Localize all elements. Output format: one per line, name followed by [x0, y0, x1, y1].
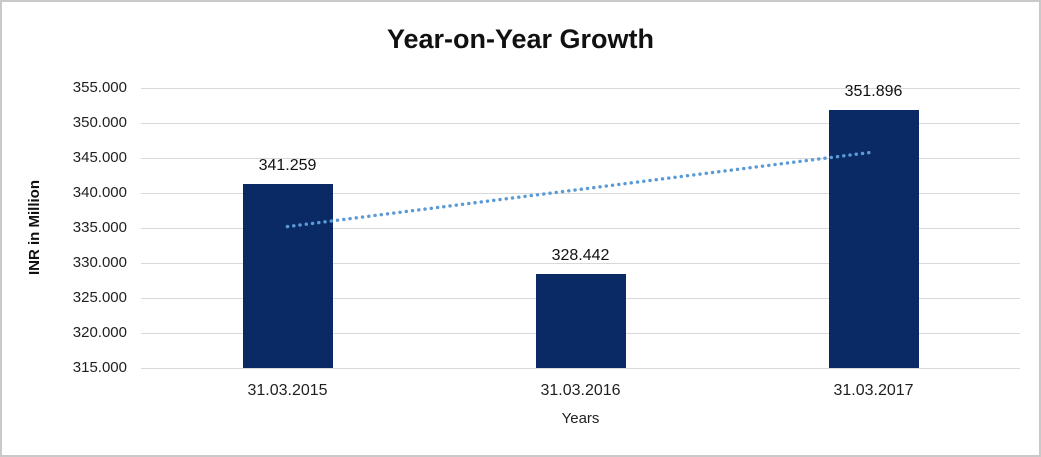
gridline [141, 263, 1020, 264]
bar-data-label: 328.442 [551, 246, 610, 264]
y-axis-tick-label: 315.000 [72, 359, 127, 376]
x-axis-tick-label: 31.03.2017 [833, 382, 914, 399]
gridline [141, 123, 1020, 124]
bar-data-label: 351.896 [844, 82, 903, 100]
bar [828, 109, 919, 368]
bar-data-label: 341.259 [258, 157, 317, 175]
plot-area: 341.259 328.442 351.896 [141, 83, 1020, 369]
gridline [141, 88, 1020, 89]
gridline [141, 158, 1020, 159]
y-axis: 355.000 350.000 345.000 340.000 335.000 330.0… [2, 79, 127, 376]
y-axis-tick-label: 355.000 [72, 79, 127, 96]
y-axis-tick-label: 320.000 [72, 324, 127, 341]
y-axis-tick-label: 325.000 [72, 289, 127, 306]
x-axis: 31.03.2015 31.03.2016 31.03.2017 [141, 382, 1020, 402]
gridline [141, 368, 1020, 369]
x-axis-tick-label: 31.03.2015 [247, 382, 328, 399]
x-axis-tick-label: 31.03.2016 [540, 382, 621, 399]
bar [535, 273, 626, 368]
trendline [285, 150, 876, 229]
y-axis-tick-label: 350.000 [72, 114, 127, 131]
y-axis-tick-label: 345.000 [72, 149, 127, 166]
gridline [141, 193, 1020, 194]
y-axis-tick-label: 340.000 [72, 184, 127, 201]
trendline-layer [285, 150, 876, 229]
gridline [141, 228, 1020, 229]
x-axis-title: Years [561, 410, 600, 427]
y-axis-tick-label: 335.000 [72, 219, 127, 236]
bar [242, 184, 333, 368]
chart-title: Year-on-Year Growth [386, 24, 655, 54]
y-axis-tick-label: 330.000 [72, 254, 127, 271]
